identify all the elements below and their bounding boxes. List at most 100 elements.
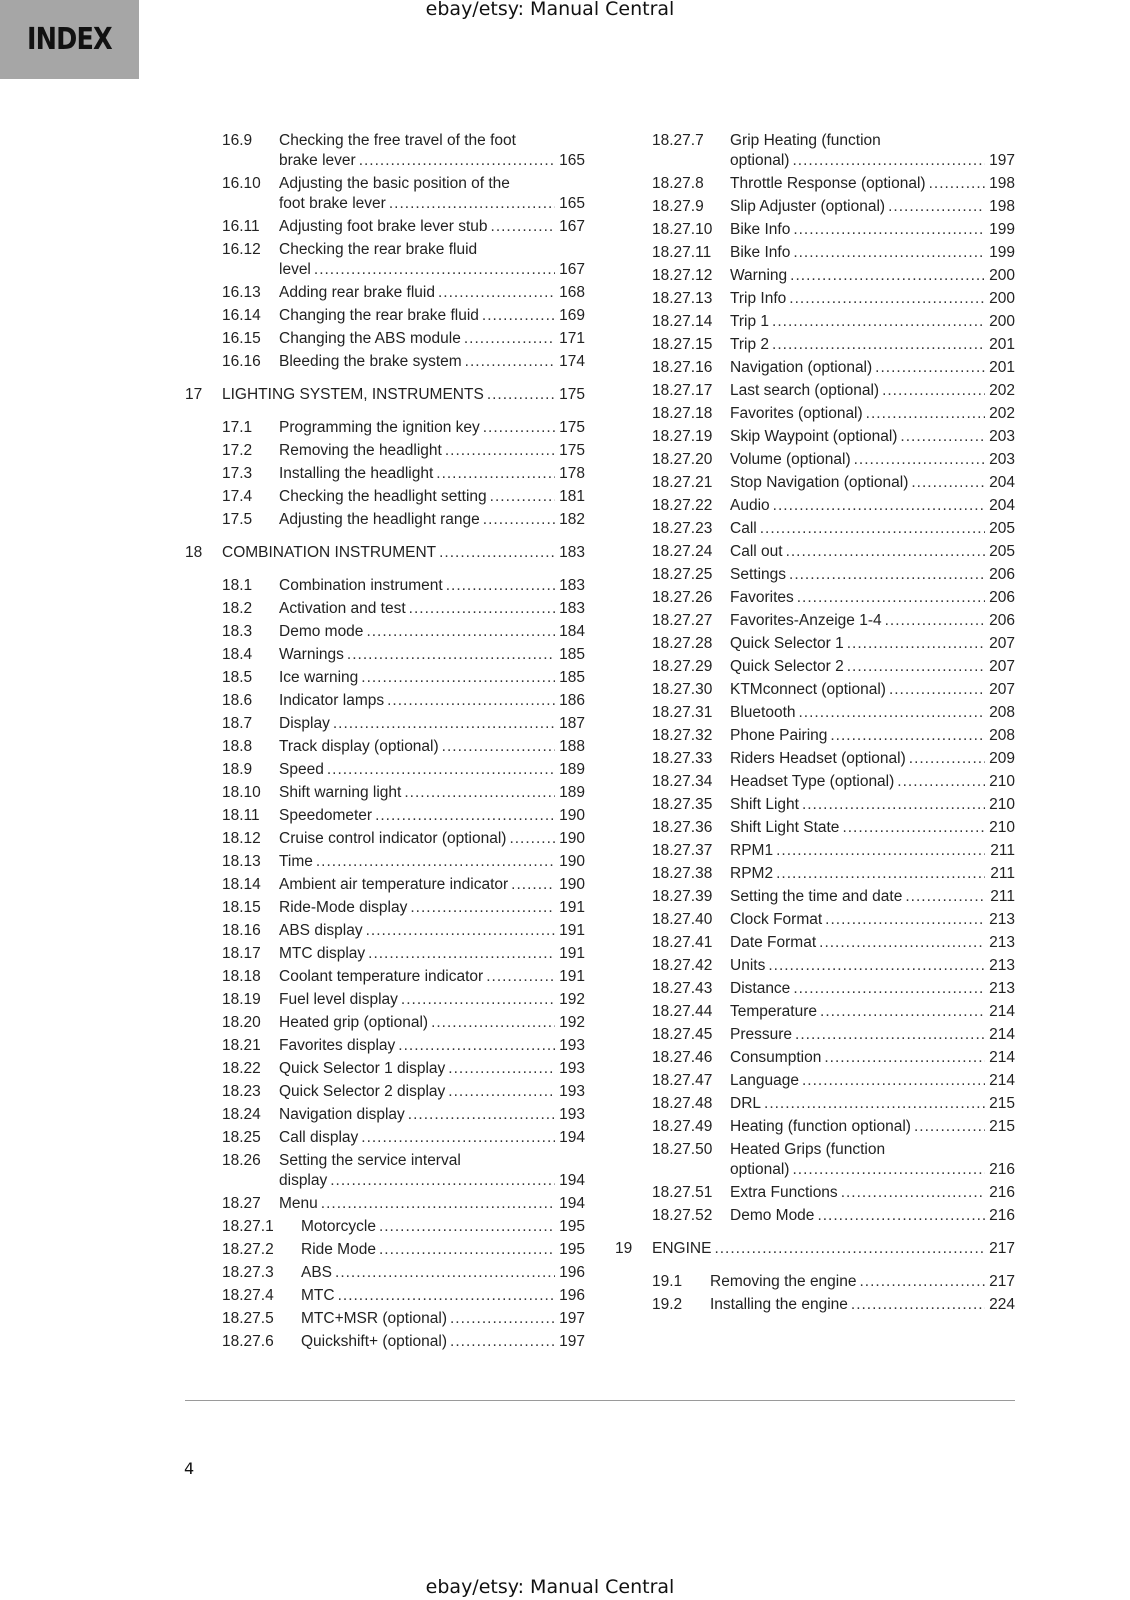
- toc-entry[interactable]: 18.3 Demo mode...........................…: [185, 620, 585, 643]
- toc-entry[interactable]: 19.1 Removing the engine.................…: [615, 1270, 1015, 1293]
- toc-entry[interactable]: 18.27.36 Shift Light State...............…: [615, 816, 1015, 839]
- toc-entry[interactable]: 18.27.31 Bluetooth.......................…: [615, 701, 1015, 724]
- toc-entry[interactable]: 18.27.26 Favorites.......................…: [615, 586, 1015, 609]
- toc-entry[interactable]: 18.10 Shift warning light................…: [185, 781, 585, 804]
- toc-entry[interactable]: 18.4 Warnings............................…: [185, 643, 585, 666]
- toc-entry[interactable]: 18.18 Coolant temperature indicator......…: [185, 965, 585, 988]
- toc-entry[interactable]: 18.27.50 Heated Grips (function optional).…: [615, 1138, 1015, 1181]
- toc-entry[interactable]: 18.27.18 Favorites (optional)............…: [615, 402, 1015, 425]
- toc-entry[interactable]: 18.24 Navigation display.................…: [185, 1103, 585, 1126]
- toc-entry[interactable]: 16.13 Adding rear brake fluid............…: [185, 281, 585, 304]
- toc-entry[interactable]: 18.14 Ambient air temperature indicator..…: [185, 873, 585, 896]
- toc-entry[interactable]: 18.27.5 MTC+MSR (optional)...............…: [185, 1307, 585, 1330]
- toc-entry[interactable]: 19.2 Installing the engine...............…: [615, 1293, 1015, 1316]
- toc-entry[interactable]: 18.27.10 Bike Info.......................…: [615, 218, 1015, 241]
- toc-entry[interactable]: 17.3 Installing the headlight............…: [185, 462, 585, 485]
- toc-entry[interactable]: 18.27.11 Bike Info.......................…: [615, 241, 1015, 264]
- entry-line: Units...................................…: [730, 956, 1015, 976]
- toc-entry[interactable]: 18.19 Fuel level display.................…: [185, 988, 585, 1011]
- toc-entry[interactable]: 18.26 Setting the service interval display…: [185, 1149, 585, 1192]
- toc-entry[interactable]: 18.27.52 Demo Mode.......................…: [615, 1204, 1015, 1227]
- toc-entry[interactable]: 18.27.25 Settings........................…: [615, 563, 1015, 586]
- toc-entry[interactable]: 18.27 Menu...............................…: [185, 1192, 585, 1215]
- toc-entry[interactable]: 18.15 Ride-Mode display..................…: [185, 896, 585, 919]
- toc-entry[interactable]: 18.27.12 Warning.........................…: [615, 264, 1015, 287]
- toc-entry[interactable]: 18.6 Indicator lamps.....................…: [185, 689, 585, 712]
- toc-entry[interactable]: 18.27.24 Call out........................…: [615, 540, 1015, 563]
- toc-entry[interactable]: 18.27.49 Heating (function optional).....…: [615, 1115, 1015, 1138]
- toc-entry[interactable]: 18.27.28 Quick Selector 1................…: [615, 632, 1015, 655]
- toc-entry[interactable]: 18.27.7 Grip Heating (function optional)..…: [615, 129, 1015, 172]
- toc-entry[interactable]: 18.27.35 Shift Light.....................…: [615, 793, 1015, 816]
- toc-entry[interactable]: 18.27.30 KTMconnect (optional)...........…: [615, 678, 1015, 701]
- toc-entry[interactable]: 18.27.41 Date Format.....................…: [615, 931, 1015, 954]
- toc-entry[interactable]: 18.12 Cruise control indicator (optional)…: [185, 827, 585, 850]
- toc-entry[interactable]: 18.27.48 DRL.............................…: [615, 1092, 1015, 1115]
- toc-entry[interactable]: 18.27.43 Distance........................…: [615, 977, 1015, 1000]
- toc-entry[interactable]: 18.27.13 Trip Info.......................…: [615, 287, 1015, 310]
- toc-entry[interactable]: 18.27.44 Temperature.....................…: [615, 1000, 1015, 1023]
- toc-entry[interactable]: 19 ENGINE................................…: [615, 1237, 1015, 1260]
- toc-entry[interactable]: 18.27.34 Headset Type (optional).........…: [615, 770, 1015, 793]
- toc-entry[interactable]: 18.22 Quick Selector 1 display...........…: [185, 1057, 585, 1080]
- toc-entry[interactable]: 18.1 Combination instrument..............…: [185, 574, 585, 597]
- toc-entry[interactable]: 18.27.40 Clock Format....................…: [615, 908, 1015, 931]
- toc-entry[interactable]: 16.14 Changing the rear brake fluid......…: [185, 304, 585, 327]
- toc-entry[interactable]: 16.10 Adjusting the basic position of the…: [185, 172, 585, 215]
- toc-entry[interactable]: 18.13 Time...............................…: [185, 850, 585, 873]
- toc-entry[interactable]: 18.20 Heated grip (optional).............…: [185, 1011, 585, 1034]
- toc-entry[interactable]: 18.27.39 Setting the time and date.......…: [615, 885, 1015, 908]
- toc-entry[interactable]: 18.17 MTC display........................…: [185, 942, 585, 965]
- toc-entry[interactable]: 18.23 Quick Selector 2 display...........…: [185, 1080, 585, 1103]
- toc-entry[interactable]: 18.27.45 Pressure........................…: [615, 1023, 1015, 1046]
- toc-entry[interactable]: 18.27.47 Language........................…: [615, 1069, 1015, 1092]
- toc-entry[interactable]: 16.9 Checking the free travel of the foot…: [185, 129, 585, 172]
- toc-entry[interactable]: 18.27.37 RPM1............................…: [615, 839, 1015, 862]
- toc-entry[interactable]: 17 LIGHTING SYSTEM, INSTRUMENTS..........…: [185, 383, 585, 406]
- toc-entry[interactable]: 18.27.8 Throttle Response (optional).....…: [615, 172, 1015, 195]
- toc-entry[interactable]: 18.27.20 Volume (optional)...............…: [615, 448, 1015, 471]
- toc-entry[interactable]: 18.27.29 Quick Selector 2................…: [615, 655, 1015, 678]
- toc-entry[interactable]: 17.5 Adjusting the headlight range.......…: [185, 508, 585, 531]
- toc-entry[interactable]: 18.27.42 Units...........................…: [615, 954, 1015, 977]
- toc-entry[interactable]: 18.27.4 MTC..............................…: [185, 1284, 585, 1307]
- entry-line: RPM1....................................…: [730, 841, 1015, 861]
- toc-entry[interactable]: 18.25 Call display.......................…: [185, 1126, 585, 1149]
- toc-entry[interactable]: 17.4 Checking the headlight setting......…: [185, 485, 585, 508]
- toc-entry[interactable]: 17.1 Programming the ignition key........…: [185, 416, 585, 439]
- toc-entry[interactable]: 18.16 ABS display........................…: [185, 919, 585, 942]
- toc-entry[interactable]: 18.27.1 Motorcycle.......................…: [185, 1215, 585, 1238]
- toc-entry[interactable]: 18.9 Speed...............................…: [185, 758, 585, 781]
- toc-entry[interactable]: 17.2 Removing the headlight..............…: [185, 439, 585, 462]
- toc-entry[interactable]: 18.27.6 Quickshift+ (optional)...........…: [185, 1330, 585, 1353]
- toc-entry[interactable]: 18 COMBINATION INSTRUMENT................…: [185, 541, 585, 564]
- toc-entry[interactable]: 18.27.51 Extra Functions.................…: [615, 1181, 1015, 1204]
- toc-entry[interactable]: 18.27.32 Phone Pairing...................…: [615, 724, 1015, 747]
- toc-entry[interactable]: 18.7 Display.............................…: [185, 712, 585, 735]
- toc-entry[interactable]: 18.27.21 Stop Navigation (optional)......…: [615, 471, 1015, 494]
- toc-entry[interactable]: 18.27.22 Audio...........................…: [615, 494, 1015, 517]
- toc-entry[interactable]: 16.11 Adjusting foot brake lever stub....…: [185, 215, 585, 238]
- toc-entry[interactable]: 18.27.9 Slip Adjuster (optional).........…: [615, 195, 1015, 218]
- toc-entry[interactable]: 16.16 Bleeding the brake system..........…: [185, 350, 585, 373]
- entry-title: Quick Selector 2 display: [279, 1082, 446, 1100]
- toc-entry[interactable]: 16.15 Changing the ABS module............…: [185, 327, 585, 350]
- toc-entry[interactable]: 18.11 Speedometer........................…: [185, 804, 585, 827]
- toc-entry[interactable]: 18.27.27 Favorites-Anzeige 1-4...........…: [615, 609, 1015, 632]
- toc-entry[interactable]: 18.2 Activation and test.................…: [185, 597, 585, 620]
- toc-entry[interactable]: 18.27.19 Skip Waypoint (optional)........…: [615, 425, 1015, 448]
- toc-entry[interactable]: 18.27.15 Trip 2..........................…: [615, 333, 1015, 356]
- toc-entry[interactable]: 16.12 Checking the rear brake fluid level.…: [185, 238, 585, 281]
- toc-entry[interactable]: 18.27.33 Riders Headset (optional).......…: [615, 747, 1015, 770]
- toc-entry[interactable]: 18.5 Ice warning.........................…: [185, 666, 585, 689]
- toc-entry[interactable]: 18.27.14 Trip 1..........................…: [615, 310, 1015, 333]
- toc-entry[interactable]: 18.27.17 Last search (optional)..........…: [615, 379, 1015, 402]
- toc-entry[interactable]: 18.27.3 ABS..............................…: [185, 1261, 585, 1284]
- toc-entry[interactable]: 18.27.23 Call............................…: [615, 517, 1015, 540]
- toc-entry[interactable]: 18.27.2 Ride Mode........................…: [185, 1238, 585, 1261]
- toc-entry[interactable]: 18.27.16 Navigation (optional)...........…: [615, 356, 1015, 379]
- toc-entry[interactable]: 18.27.46 Consumption.....................…: [615, 1046, 1015, 1069]
- toc-entry[interactable]: 18.27.38 RPM2............................…: [615, 862, 1015, 885]
- toc-entry[interactable]: 18.8 Track display (optional)............…: [185, 735, 585, 758]
- toc-entry[interactable]: 18.21 Favorites display..................…: [185, 1034, 585, 1057]
